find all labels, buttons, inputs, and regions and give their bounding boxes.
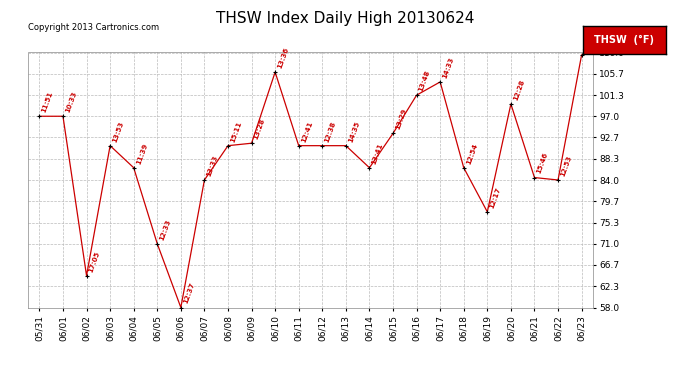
Text: THSW  (°F): THSW (°F) — [595, 35, 654, 45]
Text: 13:33: 13:33 — [206, 154, 219, 177]
Text: 13:41: 13:41 — [371, 142, 384, 165]
Text: 13:48: 13:48 — [418, 69, 431, 92]
Text: 12:17: 12:17 — [489, 186, 502, 209]
Text: Copyright 2013 Cartronics.com: Copyright 2013 Cartronics.com — [28, 22, 159, 32]
Text: 12:54: 12:54 — [465, 142, 478, 165]
Text: 14:35: 14:35 — [347, 120, 360, 143]
Text: 12:41: 12:41 — [300, 120, 313, 143]
Text: 13:36: 13:36 — [277, 46, 290, 69]
Text: 10:33: 10:33 — [64, 90, 77, 114]
Text: THSW Index Daily High 20130624: THSW Index Daily High 20130624 — [216, 11, 474, 26]
Text: 13:29: 13:29 — [395, 108, 408, 130]
Text: 12:53: 12:53 — [560, 154, 573, 177]
Text: 12:38: 12:38 — [324, 120, 337, 143]
Text: 12:37: 12:37 — [182, 282, 195, 305]
Text: 12:28: 12:28 — [512, 78, 526, 101]
Text: 13:28: 13:28 — [253, 118, 266, 141]
Text: 14:33: 14:33 — [442, 56, 455, 79]
Text: 12:33: 12:33 — [159, 218, 172, 241]
Text: 17:05: 17:05 — [88, 250, 101, 273]
Text: 15:46: 15:46 — [536, 152, 549, 175]
Text: 11:51: 11:51 — [41, 91, 54, 114]
Text: 11:39: 11:39 — [135, 142, 148, 165]
Text: 81:51: 81:51 — [583, 29, 596, 52]
Text: 13:53: 13:53 — [112, 120, 125, 143]
Text: 15:11: 15:11 — [229, 120, 243, 143]
